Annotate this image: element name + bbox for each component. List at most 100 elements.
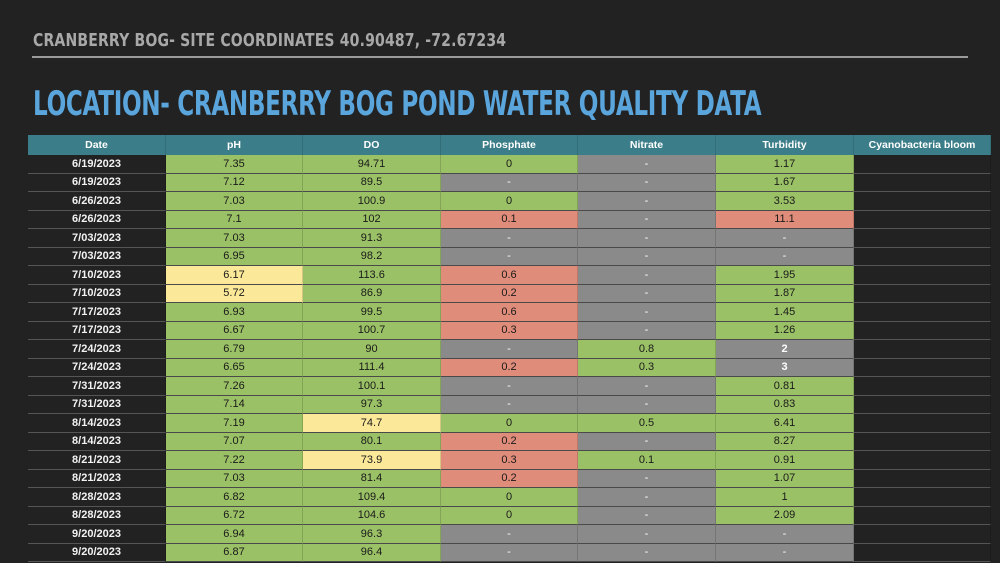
column-header-ph: pH bbox=[166, 135, 303, 155]
turbidity-cell: 2 bbox=[716, 340, 854, 359]
turbidity-cell: 1.26 bbox=[716, 321, 854, 340]
table-row: 8/14/2023 7.19 74.7 0 0.5 6.41 bbox=[28, 414, 991, 433]
cyanobacteria-cell bbox=[854, 229, 991, 248]
column-header-date: Date bbox=[28, 135, 166, 155]
nitrate-cell: 0.8 bbox=[578, 340, 716, 359]
ph-cell: 6.95 bbox=[166, 247, 303, 266]
do-cell: 81.4 bbox=[303, 469, 441, 488]
nitrate-cell: - bbox=[578, 432, 716, 451]
table-row: 6/26/2023 7.1 102 0.1-11.1 bbox=[28, 210, 991, 229]
date-cell: 7/17/2023 bbox=[28, 303, 166, 322]
ph-cell: 6.72 bbox=[166, 506, 303, 525]
do-cell: 91.3 bbox=[303, 229, 441, 248]
nitrate-cell: - bbox=[578, 395, 716, 414]
cyanobacteria-cell bbox=[854, 469, 991, 488]
ph-cell: 7.1 bbox=[166, 210, 303, 229]
ph-cell: 6.93 bbox=[166, 303, 303, 322]
turbidity-cell: 1.67 bbox=[716, 173, 854, 192]
ph-cell: 7.03 bbox=[166, 192, 303, 211]
date-cell: 8/28/2023 bbox=[28, 506, 166, 525]
ph-cell: 7.26 bbox=[166, 377, 303, 396]
cyanobacteria-cell bbox=[854, 266, 991, 285]
table-body: 6/19/2023 7.35 94.71 0-1.17 6/19/2023 7.12 89.… bbox=[28, 155, 991, 562]
phosphate-cell: - bbox=[441, 173, 578, 192]
date-cell: 8/21/2023 bbox=[28, 469, 166, 488]
ph-cell: 6.87 bbox=[166, 543, 303, 562]
nitrate-cell: - bbox=[578, 192, 716, 211]
cyanobacteria-cell bbox=[854, 303, 991, 322]
turbidity-cell: - bbox=[716, 543, 854, 562]
turbidity-cell: 1.07 bbox=[716, 469, 854, 488]
turbidity-cell: - bbox=[716, 229, 854, 248]
turbidity-cell: - bbox=[716, 247, 854, 266]
do-cell: 74.7 bbox=[303, 414, 441, 433]
table-row: 9/20/2023 6.94 96.3- - - bbox=[28, 525, 991, 544]
date-cell: 6/19/2023 bbox=[28, 155, 166, 174]
column-header-phosphate: Phosphate bbox=[441, 135, 578, 155]
do-cell: 96.4 bbox=[303, 543, 441, 562]
phosphate-cell: 0 bbox=[441, 155, 578, 174]
ph-cell: 6.65 bbox=[166, 358, 303, 377]
phosphate-cell: 0.3 bbox=[441, 451, 578, 470]
table-row: 7/10/2023 6.17 113.6 0.6-1.95 bbox=[28, 266, 991, 285]
cyanobacteria-cell bbox=[854, 210, 991, 229]
turbidity-cell: 3 bbox=[716, 358, 854, 377]
cyanobacteria-cell bbox=[854, 377, 991, 396]
site-coordinates-subtitle: CRANBERRY BOG- SITE COORDINATES 40.90487… bbox=[33, 30, 507, 51]
turbidity-cell: 1.95 bbox=[716, 266, 854, 285]
do-cell: 100.1 bbox=[303, 377, 441, 396]
phosphate-cell: 0.1 bbox=[441, 210, 578, 229]
date-cell: 7/31/2023 bbox=[28, 377, 166, 396]
column-header-cyanobacteria-bloom: Cyanobacteria bloom bbox=[854, 135, 991, 155]
ph-cell: 7.19 bbox=[166, 414, 303, 433]
ph-cell: 6.17 bbox=[166, 266, 303, 285]
ph-cell: 7.07 bbox=[166, 432, 303, 451]
phosphate-cell: 0 bbox=[441, 506, 578, 525]
nitrate-cell: - bbox=[578, 377, 716, 396]
phosphate-cell: 0.6 bbox=[441, 303, 578, 322]
date-cell: 7/03/2023 bbox=[28, 229, 166, 248]
ph-cell: 6.94 bbox=[166, 525, 303, 544]
do-cell: 80.1 bbox=[303, 432, 441, 451]
nitrate-cell: - bbox=[578, 543, 716, 562]
nitrate-cell: - bbox=[578, 525, 716, 544]
do-cell: 89.5 bbox=[303, 173, 441, 192]
column-header-do: DO bbox=[303, 135, 441, 155]
table-row: 7/17/2023 6.93 99.5 0.6-1.45 bbox=[28, 303, 991, 322]
column-header-nitrate: Nitrate bbox=[578, 135, 716, 155]
phosphate-cell: 0.6 bbox=[441, 266, 578, 285]
nitrate-cell: - bbox=[578, 321, 716, 340]
table-row: 7/10/2023 5.72 86.9 0.2-1.87 bbox=[28, 284, 991, 303]
phosphate-cell: 0 bbox=[441, 488, 578, 507]
table-header-row: Date pH DO Phosphate Nitrate Turbidity C… bbox=[28, 135, 991, 155]
cyanobacteria-cell bbox=[854, 340, 991, 359]
nitrate-cell: - bbox=[578, 266, 716, 285]
do-cell: 100.9 bbox=[303, 192, 441, 211]
nitrate-cell: - bbox=[578, 155, 716, 174]
do-cell: 111.4 bbox=[303, 358, 441, 377]
ph-cell: 6.79 bbox=[166, 340, 303, 359]
do-cell: 96.3 bbox=[303, 525, 441, 544]
cyanobacteria-cell bbox=[854, 414, 991, 433]
ph-cell: 7.12 bbox=[166, 173, 303, 192]
ph-cell: 5.72 bbox=[166, 284, 303, 303]
table-row: 6/19/2023 7.35 94.71 0-1.17 bbox=[28, 155, 991, 174]
do-cell: 73.9 bbox=[303, 451, 441, 470]
table-row: 8/14/2023 7.07 80.1 0.2-8.27 bbox=[28, 432, 991, 451]
date-cell: 6/26/2023 bbox=[28, 210, 166, 229]
do-cell: 98.2 bbox=[303, 247, 441, 266]
phosphate-cell: - bbox=[441, 377, 578, 396]
cyanobacteria-cell bbox=[854, 432, 991, 451]
cyanobacteria-cell bbox=[854, 395, 991, 414]
cyanobacteria-cell bbox=[854, 173, 991, 192]
table-row: 7/31/2023 7.14 97.3- -0.83 bbox=[28, 395, 991, 414]
phosphate-cell: - bbox=[441, 543, 578, 562]
nitrate-cell: - bbox=[578, 284, 716, 303]
cyanobacteria-cell bbox=[854, 358, 991, 377]
table-row: 8/21/2023 7.03 81.4 0.2-1.07 bbox=[28, 469, 991, 488]
cyanobacteria-cell bbox=[854, 284, 991, 303]
date-cell: 9/20/2023 bbox=[28, 525, 166, 544]
phosphate-cell: - bbox=[441, 247, 578, 266]
table-row: 7/03/2023 6.95 98.2- - - bbox=[28, 247, 991, 266]
phosphate-cell: 0 bbox=[441, 192, 578, 211]
